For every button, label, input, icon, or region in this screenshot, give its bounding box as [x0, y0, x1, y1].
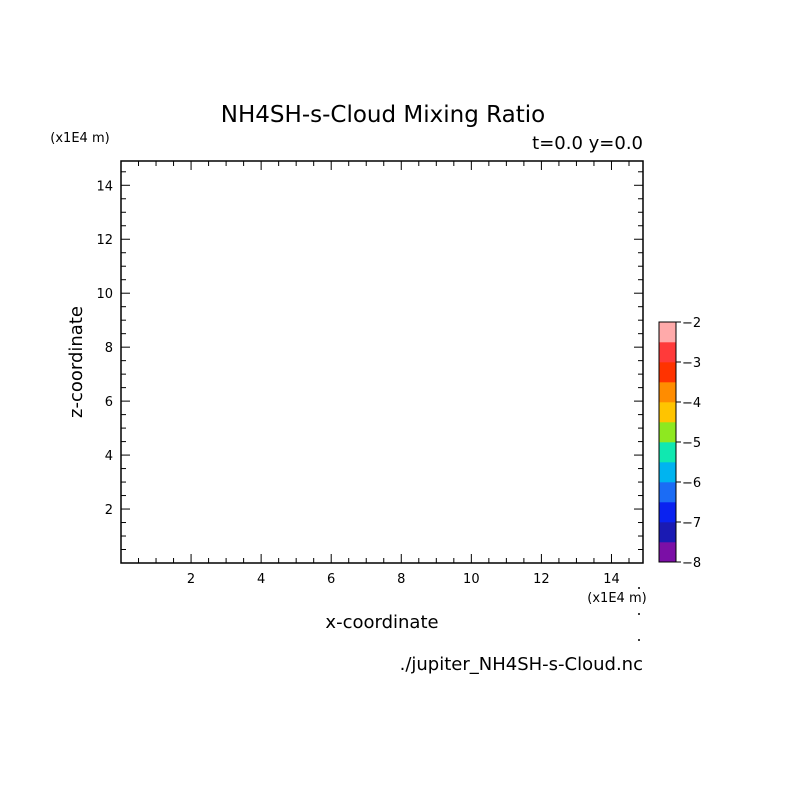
colorbar-swatch	[659, 462, 676, 483]
colorbar-swatch	[659, 442, 676, 463]
x-tick-label: 4	[257, 572, 265, 587]
colorbar-label: −3	[682, 356, 701, 371]
chart-subtitle: t=0.0 y=0.0	[532, 133, 643, 154]
colorbar-label: −7	[682, 516, 701, 531]
plot-frame	[120, 160, 644, 564]
colorbar-swatch	[659, 522, 676, 543]
colorbar-label: −2	[682, 316, 701, 331]
x-tick-label: 6	[327, 572, 335, 587]
colorbar-swatch	[659, 482, 676, 503]
colorbar-label: −8	[682, 556, 701, 571]
colorbar-swatch	[659, 402, 676, 423]
colorbar-swatch	[659, 322, 676, 343]
dot-marker	[638, 613, 640, 615]
source-filename: ./jupiter_NH4SH-s-Cloud.nc	[400, 654, 643, 675]
y-tick-label: 4	[105, 449, 113, 464]
x-tick-label: 14	[603, 572, 620, 587]
colorbar-label: −5	[682, 436, 701, 451]
colorbar: −2 −3 −4 −5 −6 −7 −8	[658, 316, 701, 571]
y-unit-label: (x1E4 m)	[50, 131, 109, 146]
colorbar-swatch	[659, 342, 676, 363]
x-axis-label: x-coordinate	[325, 612, 438, 633]
colorbar-swatch	[659, 362, 676, 383]
x-unit-label: (x1E4 m)	[587, 591, 646, 606]
y-axis-label: z-coordinate	[66, 306, 87, 418]
y-tick-label: 12	[96, 233, 113, 248]
colorbar-label: −4	[682, 396, 701, 411]
plot-axes: 2 4 6 8 10 12 14 2 4 6 8 10 12 14	[96, 160, 644, 587]
chart-title: NH4SH-s-Cloud Mixing Ratio	[221, 102, 545, 128]
colorbar-swatch	[659, 422, 676, 443]
x-tick-label: 12	[533, 572, 550, 587]
x-tick-label: 10	[463, 572, 480, 587]
y-tick-label: 6	[105, 395, 113, 410]
colorbar-swatch	[659, 382, 676, 403]
y-tick-label: 2	[105, 503, 113, 518]
y-tick-label: 14	[96, 179, 113, 194]
dot-marker	[638, 587, 640, 589]
colorbar-label: −6	[682, 476, 701, 491]
dot-marker	[638, 639, 640, 641]
y-tick-label: 8	[105, 341, 113, 356]
colorbar-swatch	[659, 542, 676, 563]
x-tick-label: 2	[187, 572, 195, 587]
colorbar-swatch	[659, 502, 676, 523]
x-tick-label: 8	[397, 572, 405, 587]
y-tick-label: 10	[96, 287, 113, 302]
